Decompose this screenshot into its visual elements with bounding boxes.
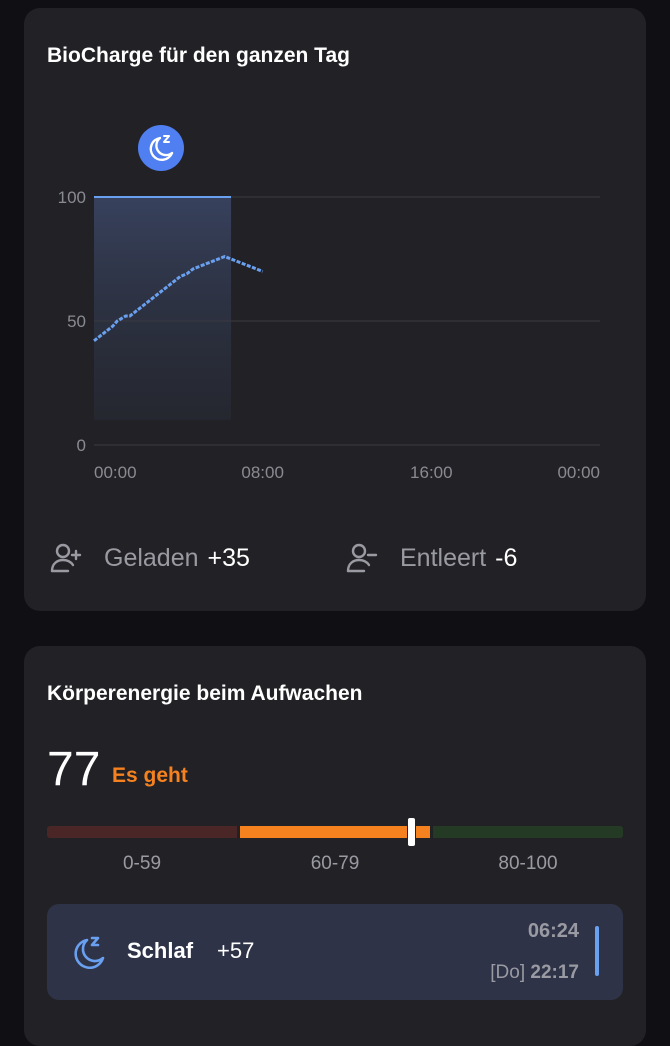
score-marker <box>408 818 415 846</box>
sleep-label: Schlaf <box>127 938 194 963</box>
energy-score: 77 <box>47 743 101 796</box>
x-tick-label: 00:00 <box>557 463 600 482</box>
drained-label: Entleert <box>400 543 487 572</box>
range-label-mid: 60-79 <box>310 853 360 874</box>
x-tick-label: 00:00 <box>94 463 137 482</box>
drained-value: -6 <box>495 543 518 572</box>
x-tick-label: 08:00 <box>241 463 284 482</box>
sleep-moon-icon <box>74 936 105 970</box>
sleep-duration-bar <box>595 926 599 976</box>
y-tick-label: 50 <box>67 312 86 331</box>
y-tick-label: 0 <box>77 436 86 455</box>
sleep-period-area <box>94 197 232 420</box>
charged-stat: Geladen +35 <box>48 538 250 578</box>
range-segment-high <box>433 826 623 838</box>
sleep-moon-icon <box>149 136 174 162</box>
biocharge-series-line <box>93 255 264 343</box>
sleep-start-time: 22:17 <box>530 962 579 983</box>
wake-energy-title: Körperenergie beim Aufwachen <box>47 682 363 705</box>
sleep-value: +57 <box>217 938 255 963</box>
y-tick-label: 100 <box>58 188 86 207</box>
sleep-z-icon <box>163 135 170 143</box>
biocharge-title: BioCharge für den ganzen Tag <box>47 44 350 67</box>
sleep-start: [Do] 22:17 <box>490 962 579 984</box>
user-minus-icon <box>346 543 378 573</box>
wake-energy-card: Körperenergie beim Aufwachen 77 Es geht … <box>24 646 646 1046</box>
energy-status: Es geht <box>112 764 188 787</box>
biocharge-card: BioCharge für den ganzen Tag 0 50 100 00:00… <box>24 8 646 611</box>
range-segment-low <box>47 826 237 838</box>
sleep-start-day: [Do] <box>490 962 526 983</box>
range-segment-mid <box>240 826 430 838</box>
x-tick-label: 16:00 <box>410 463 453 482</box>
charged-value: +35 <box>207 543 250 572</box>
sleep-end-time: 06:24 <box>527 920 579 942</box>
biocharge-chart: 0 50 100 00:00 08:00 16:00 00:00 <box>58 125 600 482</box>
drained-stat: Entleert -6 <box>344 538 517 578</box>
range-label-low: 0-59 <box>122 853 162 874</box>
range-label-high: 80-100 <box>498 853 558 874</box>
charged-label: Geladen <box>104 543 199 572</box>
sleep-badge <box>138 125 184 171</box>
sleep-entry[interactable]: Schlaf +57 06:24 [Do] 22:17 <box>47 904 623 1000</box>
user-plus-icon <box>50 543 82 573</box>
